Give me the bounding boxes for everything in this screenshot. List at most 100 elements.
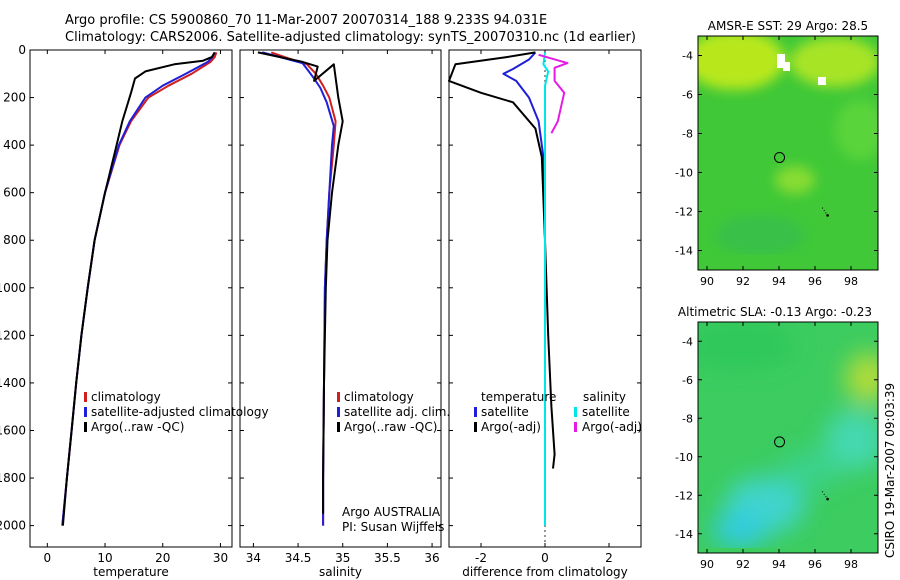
legend-label-argo: Argo(..raw -QC) bbox=[91, 420, 184, 434]
x-tick-label: 10 bbox=[97, 551, 112, 565]
x-tick-label: 0 bbox=[541, 551, 549, 565]
sst-warm-patch bbox=[775, 166, 815, 194]
legend-swatch-satellite bbox=[84, 407, 87, 417]
x-tick-label: 92 bbox=[736, 275, 750, 288]
x-tick-label: 35 bbox=[335, 551, 350, 565]
plot-frame bbox=[239, 49, 442, 548]
y-tick-label: -12 bbox=[675, 489, 693, 502]
x-tick-label: 90 bbox=[700, 275, 714, 288]
x-tick-label: 35.5 bbox=[374, 551, 401, 565]
x-tick-label: 98 bbox=[844, 558, 858, 571]
sla-map-field bbox=[698, 322, 878, 548]
x-axis-label: temperature bbox=[93, 565, 168, 579]
x-tick-label: -2 bbox=[475, 551, 487, 565]
legend-swatch-temp-argo bbox=[474, 422, 477, 432]
x-tick-label: 0 bbox=[43, 551, 51, 565]
temperature-legend: climatology satellite-adjusted climatolo… bbox=[84, 390, 269, 434]
credit-stamp: CSIRO 19-Mar-2007 09:03:39 bbox=[883, 383, 897, 558]
x-tick-label: 98 bbox=[844, 275, 858, 288]
x-tick-label: 92 bbox=[736, 558, 750, 571]
legend-label-sal-satellite: satellite bbox=[582, 405, 630, 419]
legend-swatch-sal-argo bbox=[574, 422, 577, 432]
legend-label-sal-argo: Argo(-adj) bbox=[582, 420, 642, 434]
y-tick-label: 400 bbox=[3, 138, 26, 152]
x-tick-label: 30 bbox=[213, 551, 228, 565]
x-tick-label: 90 bbox=[700, 558, 714, 571]
sst-warm-patch bbox=[790, 37, 878, 87]
y-tick-label: 0 bbox=[18, 43, 26, 57]
x-tick-label: 96 bbox=[808, 558, 822, 571]
series-line-argo-raw-qc bbox=[61, 51, 216, 526]
legend-swatch-sal-satellite bbox=[574, 407, 577, 417]
series-line-climatology bbox=[61, 52, 218, 526]
header-line-2: Climatology: CARS2006. Satellite-adjuste… bbox=[65, 30, 636, 45]
y-tick-label: -6 bbox=[682, 89, 693, 102]
plot-frame bbox=[29, 49, 233, 548]
salinity-legend: climatology satellite adj. clim. Argo(..… bbox=[337, 390, 450, 534]
legend-swatch-satellite bbox=[337, 407, 340, 417]
y-tick-label: 800 bbox=[3, 233, 26, 247]
series-line-satellite-adjusted-climatology bbox=[61, 51, 216, 526]
legend-swatch-temp-satellite bbox=[474, 407, 477, 417]
difference-legend: temperature salinity satellite Argo(-adj… bbox=[474, 390, 642, 434]
y-tick-label: 1000 bbox=[0, 281, 26, 295]
salinity-panel: 34 34.5 35 35.5 36 salinity bbox=[239, 49, 442, 579]
x-tick-label: 34.5 bbox=[285, 551, 312, 565]
y-tick-label: 1200 bbox=[0, 328, 26, 342]
x-tick-label: 34 bbox=[246, 551, 261, 565]
y-tick-label: 1800 bbox=[0, 471, 26, 485]
series-line-temperature-satellite bbox=[502, 51, 546, 526]
y-tick-label: -4 bbox=[682, 335, 693, 348]
header-line-1: Argo profile: CS 5900860_70 11-Mar-2007 … bbox=[65, 13, 547, 28]
y-tick-label: -4 bbox=[682, 50, 693, 63]
sst-map-frame bbox=[697, 35, 879, 271]
series-line-salinity-satellite bbox=[542, 52, 550, 526]
x-tick-label: 94 bbox=[772, 275, 786, 288]
legend-label-climatology: climatology bbox=[91, 390, 161, 404]
sla-map-title: Altimetric SLA: -0.13 Argo: -0.23 bbox=[678, 305, 872, 319]
series-line-temperature-argo-adj bbox=[448, 51, 556, 469]
series-line-salinity-argo-adj bbox=[538, 53, 569, 134]
sst-map-axes: 90 92 94 96 98 -4 -6 -8 -10 -12 -14 bbox=[675, 36, 878, 288]
sla-map bbox=[698, 322, 878, 553]
x-tick-label: 96 bbox=[808, 275, 822, 288]
legend-swatch-argo bbox=[337, 422, 340, 432]
temperature-panel: 0 10 20 30 0 200 400 600 800 1000 1200 1400 1600 1800… bbox=[0, 43, 233, 579]
sla-high-patch bbox=[846, 353, 878, 403]
y-tick-label: -14 bbox=[675, 528, 693, 541]
x-tick-label: 94 bbox=[772, 558, 786, 571]
sst-missing-data bbox=[777, 54, 785, 68]
legend-label-climatology: climatology bbox=[344, 390, 414, 404]
argo-position-marker bbox=[774, 436, 786, 448]
sst-cool-patch bbox=[715, 215, 805, 255]
sst-map bbox=[698, 36, 878, 270]
legend-label-satellite: satellite-adjusted climatology bbox=[91, 405, 269, 419]
y-tick-label: 600 bbox=[3, 186, 26, 200]
x-tick-label: 2 bbox=[605, 551, 613, 565]
argo-position-marker bbox=[774, 151, 786, 163]
legend-label-temp-satellite: satellite bbox=[481, 405, 529, 419]
float-track-end bbox=[826, 214, 829, 217]
y-tick-label: 1400 bbox=[0, 376, 26, 390]
series-line-argo-raw-qc bbox=[257, 51, 344, 514]
legend-title-salinity: salinity bbox=[583, 390, 626, 404]
y-tick-label: -14 bbox=[675, 245, 693, 258]
sla-low-patch bbox=[712, 512, 768, 548]
sst-missing-data bbox=[818, 77, 826, 85]
sst-warm-patch bbox=[835, 100, 878, 160]
legend-swatch-climatology bbox=[84, 392, 87, 402]
x-tick-label: 20 bbox=[155, 551, 170, 565]
y-tick-label: -10 bbox=[675, 167, 693, 180]
legend-title-temperature: temperature bbox=[481, 390, 556, 404]
annotation-pi: PI: Susan Wijffels bbox=[342, 520, 444, 534]
sla-low-patch bbox=[825, 410, 878, 470]
x-axis-label: salinity bbox=[319, 565, 362, 579]
legend-label-argo: Argo(..raw -QC) bbox=[344, 420, 437, 434]
legend-label-satellite: satellite adj. clim. bbox=[344, 405, 450, 419]
legend-label-temp-argo: Argo(-adj) bbox=[481, 420, 541, 434]
annotation-argo-australia: Argo AUSTRALIA bbox=[342, 505, 441, 519]
y-tick-label: 1600 bbox=[0, 423, 26, 437]
x-axis-label: difference from climatology bbox=[462, 565, 628, 579]
